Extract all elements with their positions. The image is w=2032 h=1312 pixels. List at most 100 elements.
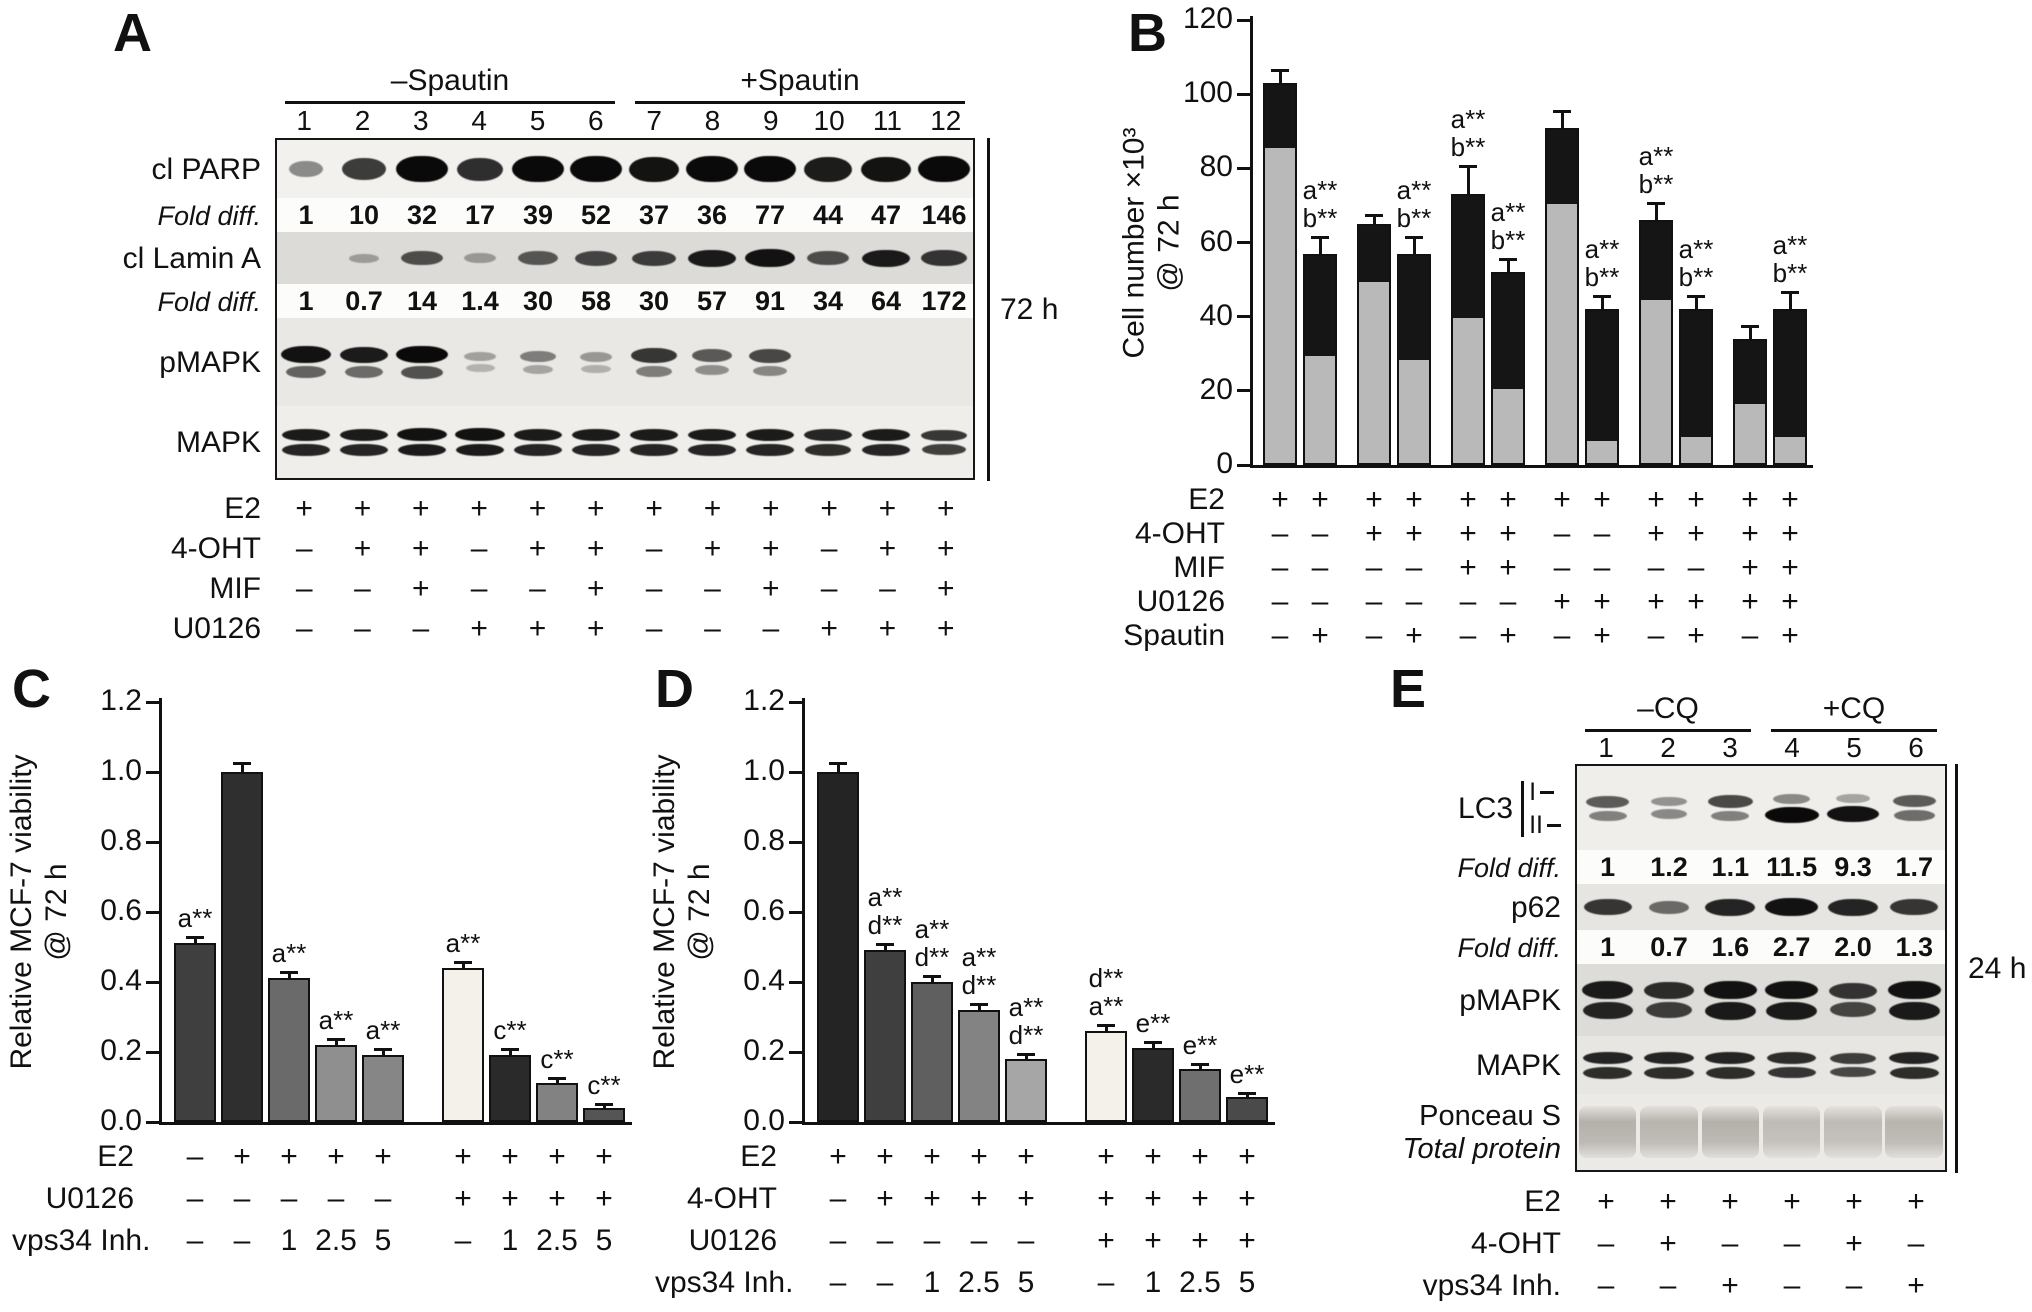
bar-group: a** b**: [1263, 20, 1337, 465]
treatment-value: –: [1097, 1266, 1115, 1299]
blot-lane: [683, 232, 741, 284]
significance-label: a**: [1638, 140, 1674, 171]
treatment-value: +: [595, 1182, 613, 1215]
x-axis: [802, 1122, 1275, 1125]
protein-band: [1830, 1067, 1876, 1077]
lane-number: 4: [471, 105, 487, 136]
treatment-value: +: [829, 1140, 847, 1173]
lane-group: +Spautin: [625, 60, 975, 104]
protein-band: [1765, 980, 1819, 999]
error-bar-cap: [186, 936, 204, 939]
y-tick-label: 100: [1182, 76, 1233, 110]
significance-annotation: a**: [446, 929, 481, 958]
treatment-value: +: [1144, 1140, 1162, 1173]
blot-lane: [915, 140, 973, 198]
treatment-row: U0126– – – – – + + + +: [12, 1178, 625, 1220]
treatment-value: –: [704, 612, 721, 645]
bar-slot: a**: [315, 702, 357, 1122]
treatment-value: +: [1405, 619, 1423, 652]
significance-annotation: a** b**: [1773, 231, 1808, 288]
blot-lane: [509, 406, 567, 478]
treatment-value: –: [374, 1182, 392, 1215]
treatment-value: +: [587, 612, 605, 645]
treatment-row: vps34 Inh. – –1 2.5 5–1 2.5 5: [655, 1262, 1268, 1304]
bar-slot: d** a**: [1085, 702, 1127, 1122]
protein-band: [1765, 898, 1819, 916]
treatment-value: +: [1097, 1224, 1115, 1257]
treatment-group: + +: [1733, 585, 1807, 619]
significance-annotation: a** b**: [1585, 235, 1620, 292]
significance-annotation: a** d**: [868, 883, 903, 940]
error-bar-cap: [1238, 1092, 1256, 1095]
protein-band: [1827, 898, 1879, 916]
bar: [1357, 224, 1391, 465]
protein-band: [517, 251, 559, 265]
protein-band: [1762, 1106, 1821, 1158]
treatment-value: –: [1593, 517, 1611, 550]
treatment-value: –: [1459, 585, 1477, 618]
treatment-group: + +: [1733, 483, 1807, 517]
protein-band: [340, 443, 388, 456]
treatment-group: – + + + +: [174, 1140, 404, 1174]
blot-lane: [799, 318, 857, 406]
treatment-value: +: [587, 572, 605, 605]
error-bar-cap: [327, 1038, 345, 1041]
treatment-value: –: [1553, 619, 1571, 652]
bar-group: a** a** a** a**: [174, 702, 404, 1122]
treatment-values: + + + + + + + + + + + +: [275, 492, 975, 526]
error-bar: [193, 939, 197, 943]
treatment-label: U0126: [688, 1224, 777, 1257]
blot-lane: [509, 318, 567, 406]
treatment-value: +: [454, 1140, 472, 1173]
bar-slot: a**: [362, 702, 404, 1122]
treatment-label: E2: [224, 492, 261, 525]
significance-annotation: e**: [1136, 1009, 1171, 1038]
treatment-value: +: [1741, 517, 1759, 550]
blot-lane: [1884, 1094, 1945, 1170]
treatment-group: + + + +: [1085, 1182, 1268, 1216]
blot-lane: [857, 318, 915, 406]
treatment-value: +: [1365, 517, 1383, 550]
treatment-label: vps34 Inh.: [12, 1224, 151, 1257]
treatment-value: +: [1459, 551, 1477, 584]
panel-e: E LC3 I II Fold diff. p62 Fold diff. pMAPK MAPK…: [1360, 658, 2032, 1310]
treatment-rows: E2 + + + + + + + + +4-OHT – + + + + + + + + U0126– – – – – + + + + v…: [655, 1136, 1268, 1304]
significance-label: c**: [540, 1044, 574, 1075]
significance-label: a**: [318, 1005, 354, 1036]
treatment-value: +: [1017, 1140, 1035, 1173]
significance-label: e**: [1182, 1030, 1218, 1061]
bar-segment-gray: [1587, 441, 1617, 463]
blot-lane: [741, 318, 799, 406]
blot-content: –Spautin +Spautin 1 2 3 4 5 6 7 8 9 10 11 12 1 10 32 17…: [275, 60, 975, 480]
significance-label: a**: [1396, 174, 1432, 205]
protein-band: [1581, 981, 1634, 999]
treatment-value: +: [1845, 1227, 1863, 1260]
treatment-group: – + + + +: [817, 1182, 1047, 1216]
error-bar-cap: [1271, 69, 1289, 72]
treatment-label: vps34 Inh.: [1422, 1269, 1561, 1302]
treatment-group: – –: [1357, 585, 1431, 619]
protein-band: [1888, 1001, 1941, 1020]
significance-annotation: a**: [272, 939, 307, 968]
treatment-value: +: [1553, 585, 1571, 618]
significance-label: c**: [587, 1070, 621, 1101]
bar-slot: [1357, 20, 1391, 465]
treatment-value: +: [1191, 1140, 1209, 1173]
treatment-value: +: [1191, 1182, 1209, 1215]
treatment-group: – +: [1545, 619, 1619, 653]
treatment-value: +: [878, 612, 897, 645]
treatment-value: +: [1144, 1224, 1162, 1257]
protein-band: [1889, 1066, 1939, 1079]
bar-segment-dark: [1775, 311, 1805, 437]
fold-diff-value: 11.5: [1766, 851, 1818, 882]
blot-strip: [277, 232, 973, 284]
treatment-value: +: [1687, 585, 1705, 618]
treatment-value: +: [1687, 483, 1705, 516]
treatment-label: Spautin: [1123, 619, 1225, 652]
lane-number: 7: [646, 105, 662, 136]
treatment-values: – + – – + –: [1575, 1227, 1947, 1261]
bracket-line: [1955, 764, 1958, 1173]
treatment-values: + + + + + +: [1575, 1185, 1947, 1219]
fold-diff-label: Fold diff.: [85, 285, 275, 319]
treatment-value: –: [1271, 619, 1289, 652]
